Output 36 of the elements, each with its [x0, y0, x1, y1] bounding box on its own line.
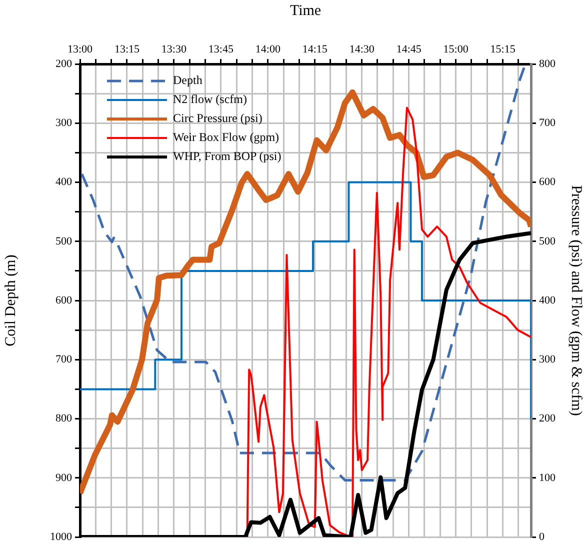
y-tick-label: 500 — [56, 235, 72, 248]
y-tick-label: 300 — [56, 117, 72, 130]
y-tick-label: 200 — [56, 58, 72, 70]
legend-label: Circ Pressure (psi) — [173, 111, 262, 126]
y2-tick-label: 300 — [539, 354, 556, 366]
y2-tick-label: 100 — [539, 472, 556, 484]
x-tick-label: 13:15 — [114, 43, 140, 56]
y2-tick-label: 800 — [539, 58, 556, 70]
y-tick-label: 1000 — [50, 530, 72, 543]
x-tick-label: 13:45 — [208, 43, 234, 56]
x-axis-title: Time — [290, 2, 322, 19]
x-tick-label: 14:45 — [396, 43, 422, 56]
y-tick-label: 800 — [56, 412, 72, 425]
legend-label: WHP, From BOP (psi) — [173, 149, 282, 164]
legend-label: N2 flow (scfm) — [173, 92, 247, 106]
y2-tick-label: 400 — [539, 294, 556, 306]
y-tick-label: 400 — [56, 176, 72, 188]
x-tick-label: 15:15 — [490, 43, 516, 56]
x-tick-label: 13:00 — [67, 43, 94, 56]
x-tick-label: 13:30 — [161, 43, 187, 56]
x-tick-label: 14:15 — [302, 43, 328, 56]
y2-axis-title: Pressure (psi) and Flow (gpm & scfm) — [568, 185, 584, 416]
y2-tick-label: 0 — [539, 530, 545, 543]
x-tick-label: 14:30 — [349, 43, 375, 56]
x-tick-label: 14:00 — [255, 43, 281, 56]
y-tick-label: 900 — [56, 472, 72, 484]
x-tick-label: 15:00 — [443, 43, 469, 56]
y-tick-label: 700 — [56, 354, 72, 366]
y-tick-label: 600 — [56, 294, 72, 306]
y2-tick-label: 500 — [539, 235, 556, 248]
legend-label: Weir Box Flow (gpm) — [173, 130, 280, 144]
y2-tick-label: 600 — [539, 176, 556, 188]
y2-tick-label: 700 — [539, 117, 556, 130]
legend-label: Depth — [173, 73, 202, 88]
y2-tick-label: 200 — [539, 412, 556, 425]
y-axis-title: Coil Depth (m) — [2, 254, 19, 346]
